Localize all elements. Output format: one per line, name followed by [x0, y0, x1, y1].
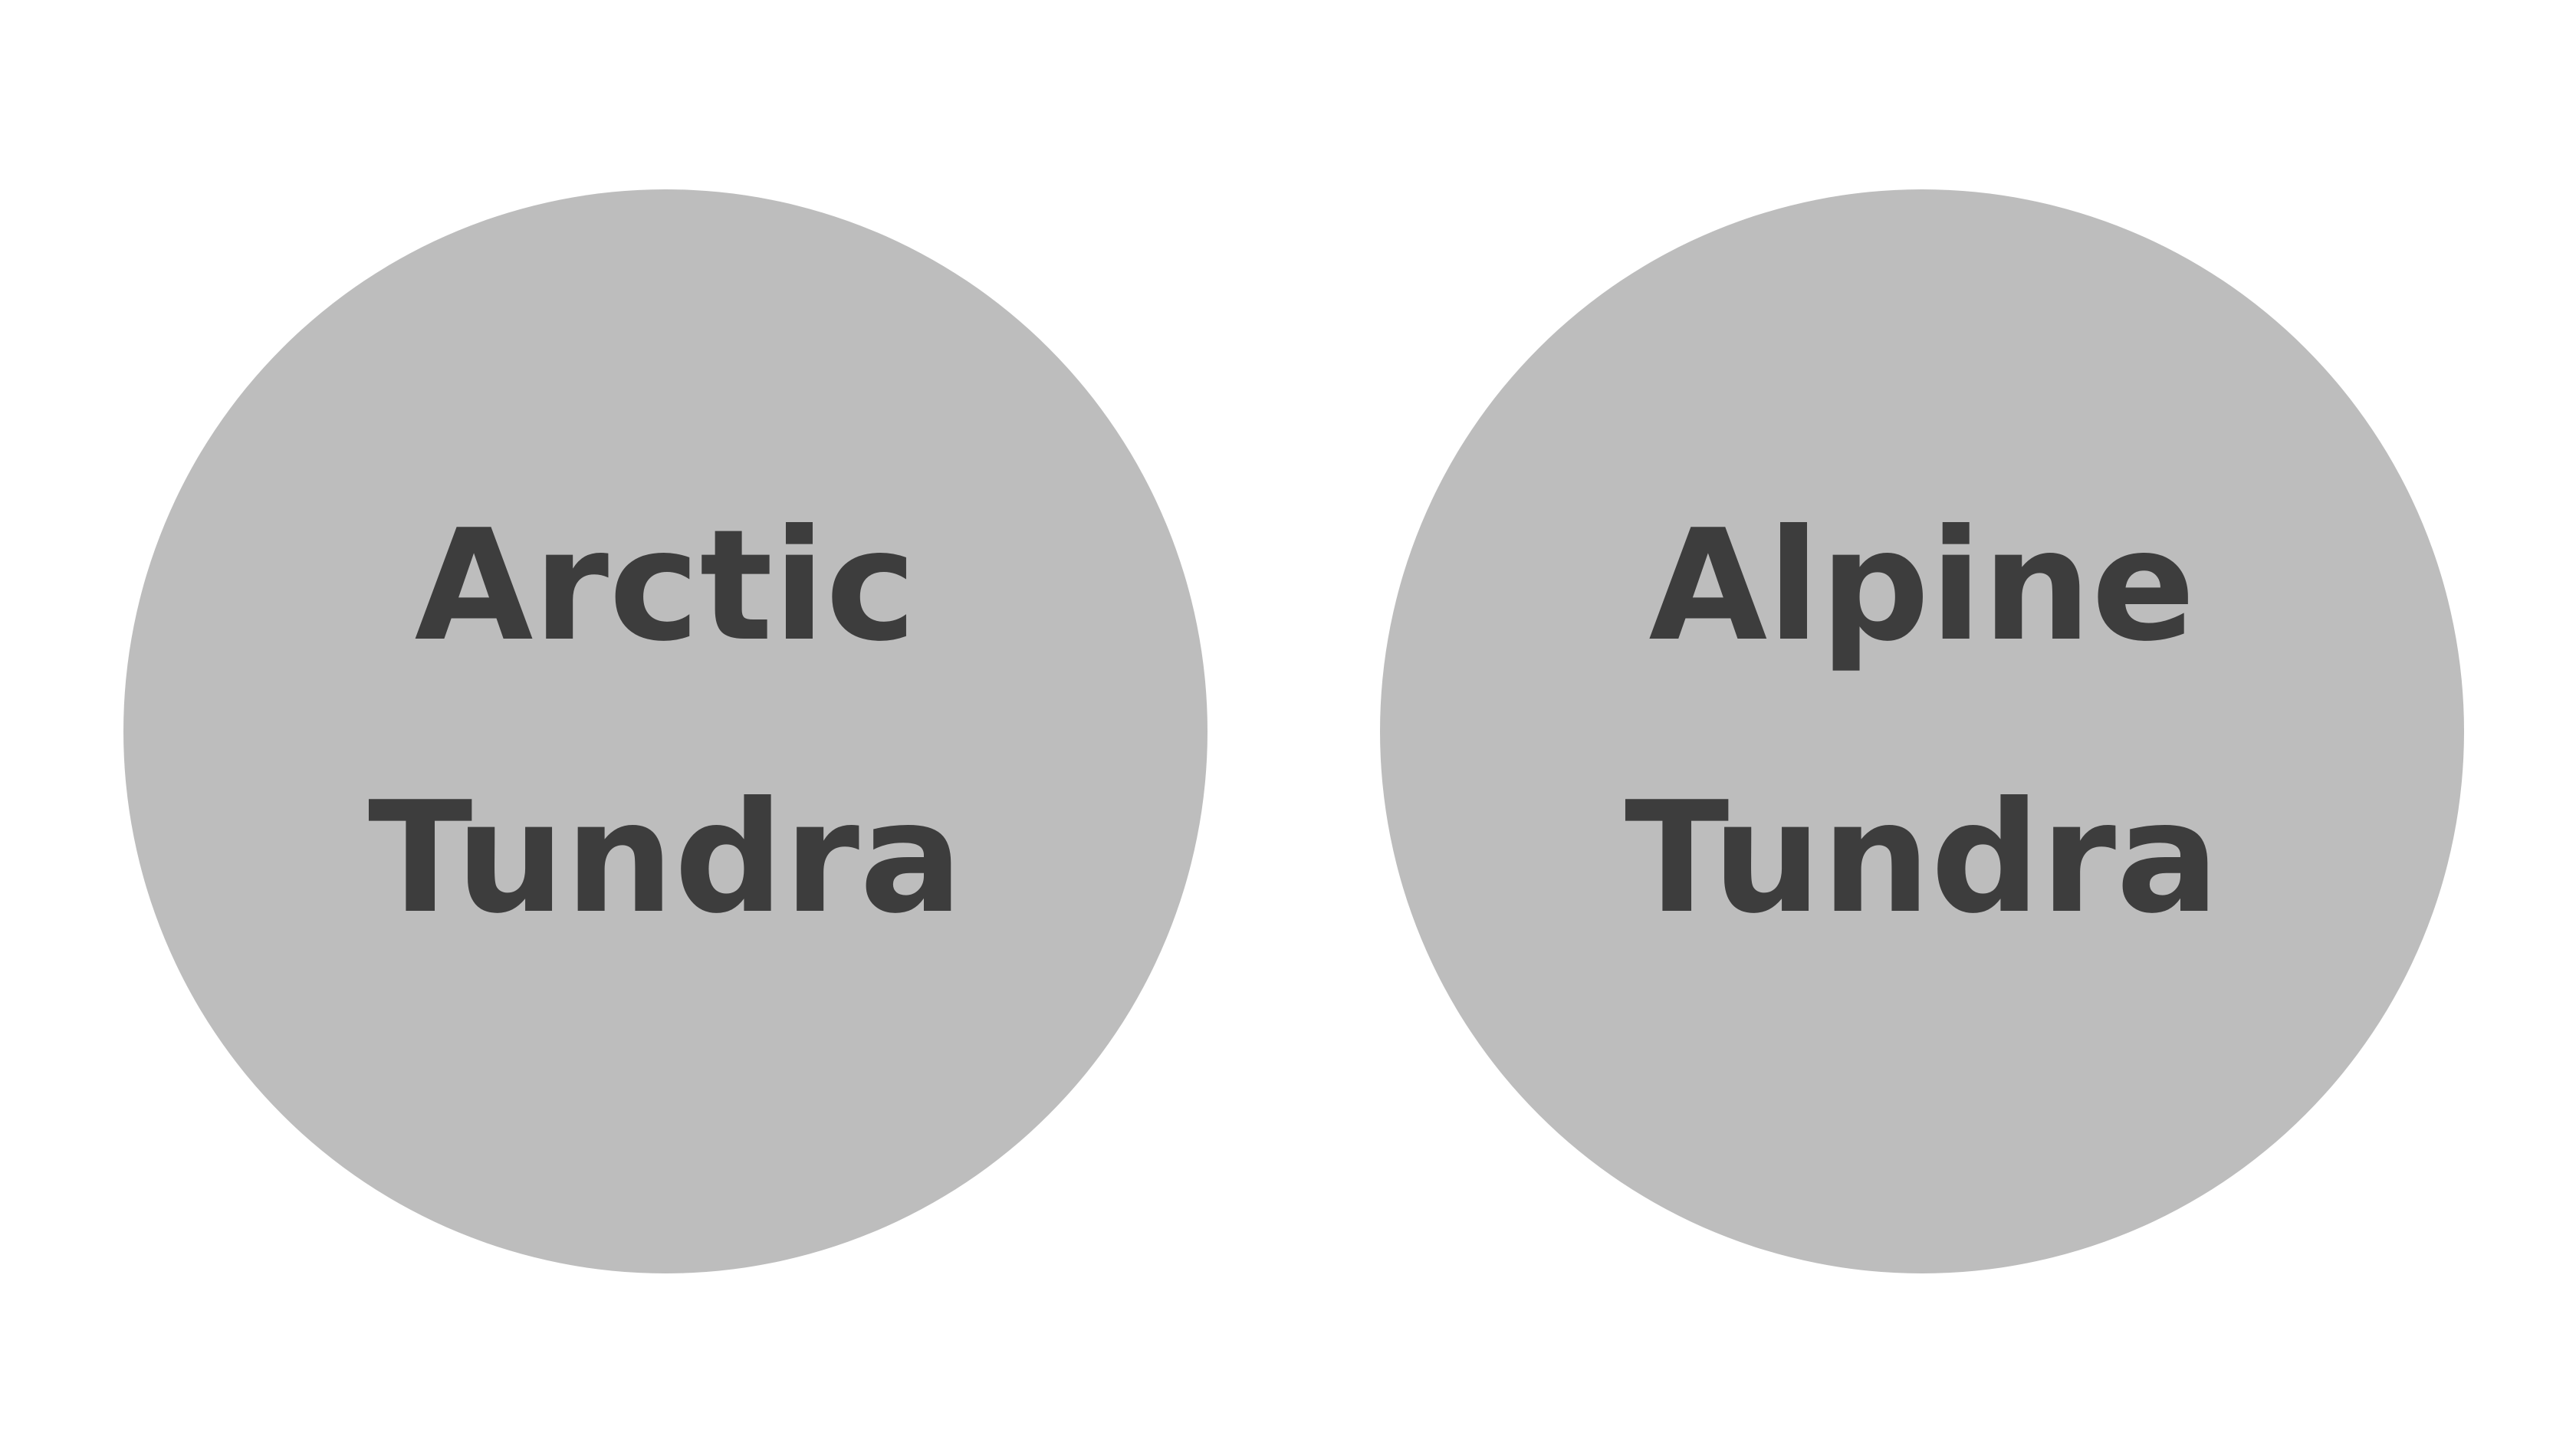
alpine-tundra-label: Alpine Tundra	[1625, 450, 2220, 994]
alpine-tundra-label-line2: Tundra	[1625, 769, 2220, 948]
alpine-tundra-label-line1: Alpine	[1648, 497, 2196, 675]
arctic-tundra-label: Arctic Tundra	[368, 450, 963, 994]
arctic-tundra-label-line1: Arctic	[414, 497, 917, 675]
arctic-tundra-circle: Arctic Tundra	[123, 189, 1208, 1273]
alpine-tundra-circle: Alpine Tundra	[1380, 189, 2464, 1273]
arctic-tundra-label-line2: Tundra	[368, 769, 963, 948]
